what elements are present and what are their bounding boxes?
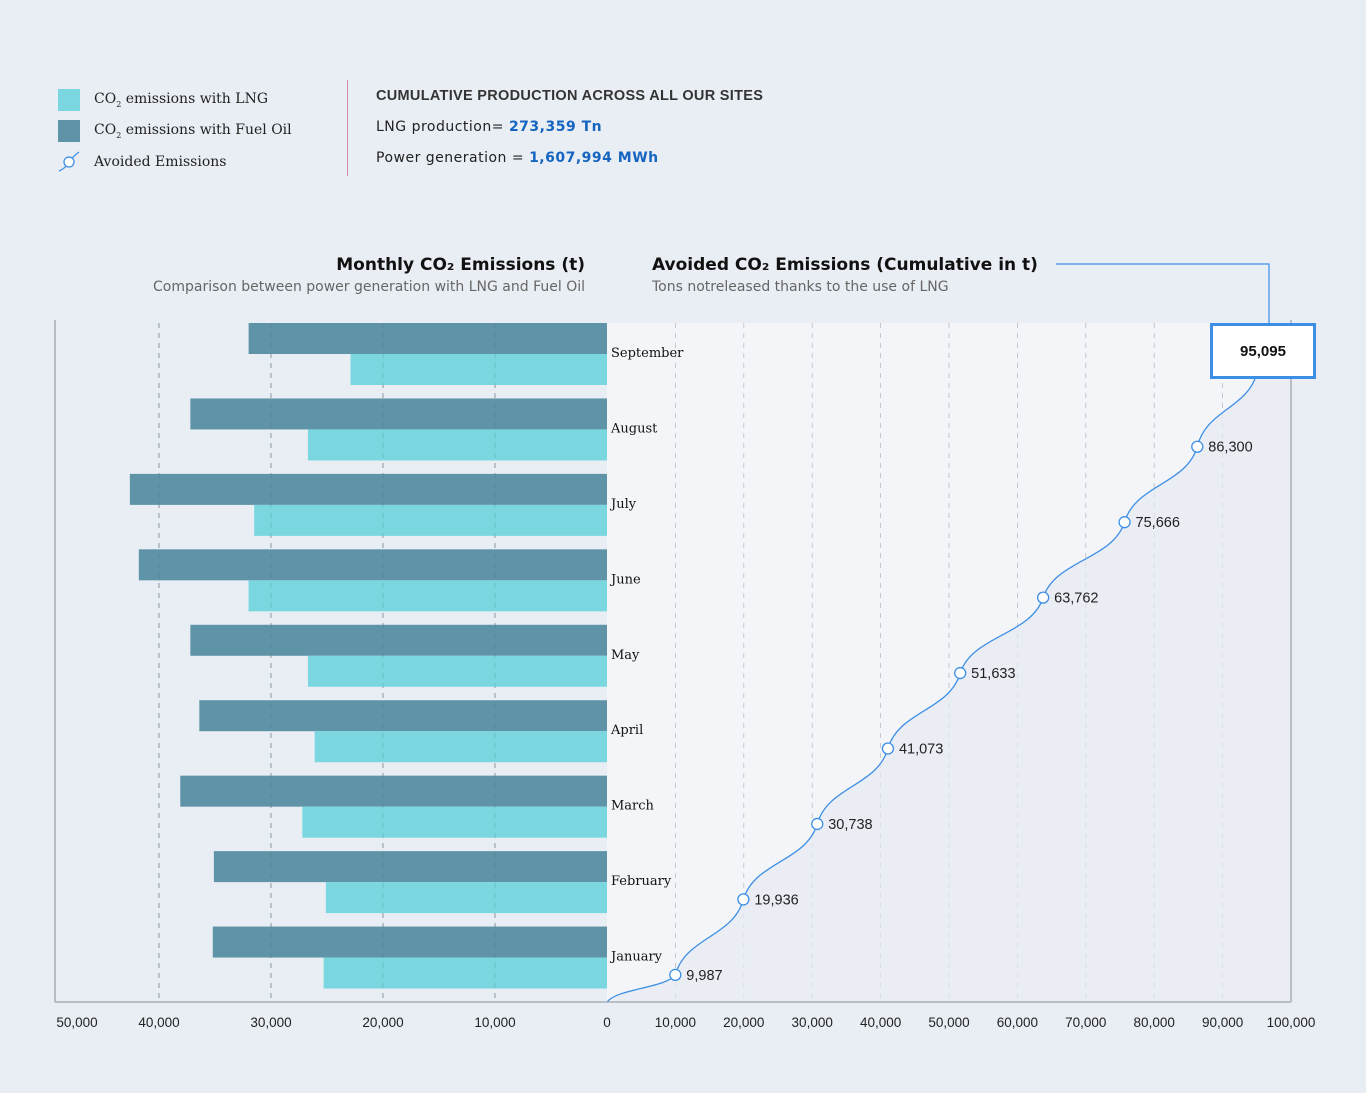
month-label: July — [609, 497, 637, 512]
line-point-label: 75,666 — [1136, 515, 1180, 531]
x-tick-left: 30,000 — [250, 1015, 291, 1030]
legend-label-lng: CO2 emissions with LNG — [94, 90, 268, 109]
x-tick-left: 40,000 — [138, 1015, 179, 1030]
line-marker-icon — [58, 150, 80, 172]
legend-label-fuel-oil: CO2 emissions with Fuel Oil — [94, 121, 292, 140]
bar-fuel-oil — [212, 926, 607, 958]
line-point-marker — [737, 893, 750, 906]
legend-item-lng[interactable]: CO2 emissions with LNG — [58, 84, 292, 115]
line-point-label: 63,762 — [1054, 591, 1098, 607]
bar-chart-title: Monthly CO₂ Emissions (t) — [336, 255, 585, 275]
x-tick-left: 10,000 — [474, 1015, 515, 1030]
x-tick-right: 30,000 — [792, 1015, 833, 1030]
x-tick-left: 20,000 — [362, 1015, 403, 1030]
line-point-label: 30,738 — [828, 817, 872, 833]
bar-lng — [302, 806, 607, 838]
bar-fuel-oil — [248, 323, 607, 354]
month-label: January — [609, 950, 663, 965]
line-point-marker — [954, 666, 967, 680]
summary-title: CUMULATIVE PRODUCTION ACROSS ALL OUR SIT… — [376, 88, 764, 104]
bar-lng — [350, 354, 607, 385]
line-area-fill — [607, 323, 1291, 1002]
x-tick-right: 20,000 — [723, 1015, 764, 1030]
callout-connector — [1056, 263, 1270, 323]
bar-fuel-oil — [213, 851, 607, 883]
line-point-label: 86,300 — [1208, 440, 1252, 456]
line-point-label: 41,073 — [899, 742, 943, 758]
bar-lng — [307, 429, 607, 461]
x-tick-right: 50,000 — [928, 1015, 969, 1030]
x-tick-right: 40,000 — [860, 1015, 901, 1030]
power-generation-label: Power generation = — [376, 150, 530, 166]
line-chart-title: Avoided CO₂ Emissions (Cumulative in t) — [652, 255, 1038, 275]
production-summary: CUMULATIVE PRODUCTION ACROSS ALL OUR SIT… — [376, 86, 763, 179]
bar-lng — [248, 580, 607, 612]
lng-production-label: LNG production= — [376, 119, 509, 135]
bar-fuel-oil — [138, 549, 607, 581]
month-label: March — [611, 799, 655, 814]
month-label: September — [611, 346, 684, 361]
bar-chart-subtitle: Comparison between power generation with… — [153, 279, 585, 295]
fuel-oil-swatch-icon — [58, 119, 80, 142]
month-label: August — [610, 421, 658, 436]
line-point-marker — [669, 968, 682, 981]
x-tick-right: 100,000 — [1267, 1015, 1316, 1030]
x-tick-left: 0 — [603, 1015, 611, 1030]
avoided-emissions-line — [606, 371, 1259, 1003]
line-point-marker — [1191, 440, 1204, 453]
month-label: June — [609, 572, 641, 587]
line-point-marker — [1036, 591, 1050, 604]
line-point-marker — [811, 817, 824, 831]
power-generation-value: 1,607,994 MWh — [529, 150, 659, 166]
bar-lng — [325, 882, 607, 914]
x-tick-right: 70,000 — [1065, 1015, 1106, 1030]
x-tick-right: 10,000 — [655, 1015, 696, 1030]
line-point-marker — [881, 742, 895, 755]
bar-lng — [254, 504, 607, 536]
x-tick-right: 60,000 — [997, 1015, 1038, 1030]
x-tick-left: 50,000 — [56, 1015, 97, 1030]
lng-swatch-icon — [58, 88, 80, 111]
bar-fuel-oil — [190, 398, 608, 430]
legend-item-fuel-oil[interactable]: CO2 emissions with Fuel Oil — [58, 115, 292, 146]
x-tick-right: 80,000 — [1134, 1015, 1175, 1030]
x-tick-right: 90,000 — [1202, 1015, 1243, 1030]
power-generation-line: Power generation = 1,607,994 MWh — [376, 148, 763, 179]
line-point-label: 19,936 — [754, 892, 798, 908]
bar-lng — [314, 731, 607, 763]
month-label: May — [611, 648, 640, 663]
bar-fuel-oil — [190, 624, 608, 656]
bar-fuel-oil — [199, 700, 607, 732]
legend-item-avoided[interactable]: Avoided Emissions — [58, 146, 292, 177]
month-label: February — [611, 874, 672, 889]
callout-total-avoided: 95,095 — [1210, 323, 1316, 379]
bar-fuel-oil — [129, 473, 607, 505]
bar-lng — [323, 957, 607, 989]
line-chart-subtitle: Tons notreleased thanks to the use of LN… — [652, 279, 949, 295]
line-point-label: 9,987 — [686, 968, 722, 984]
lng-production-value: 273,359 Tn — [508, 119, 603, 135]
divider — [347, 80, 348, 176]
line-point-label: 51,633 — [971, 666, 1015, 682]
month-label: April — [610, 723, 643, 738]
bar-lng — [307, 655, 607, 687]
legend: CO2 emissions with LNG CO2 emissions wit… — [58, 84, 292, 177]
bar-fuel-oil — [180, 775, 607, 807]
line-point-marker — [1118, 516, 1131, 529]
lng-production-line: LNG production= 273,359 Tn — [376, 117, 763, 148]
legend-label-avoided: Avoided Emissions — [94, 153, 227, 170]
